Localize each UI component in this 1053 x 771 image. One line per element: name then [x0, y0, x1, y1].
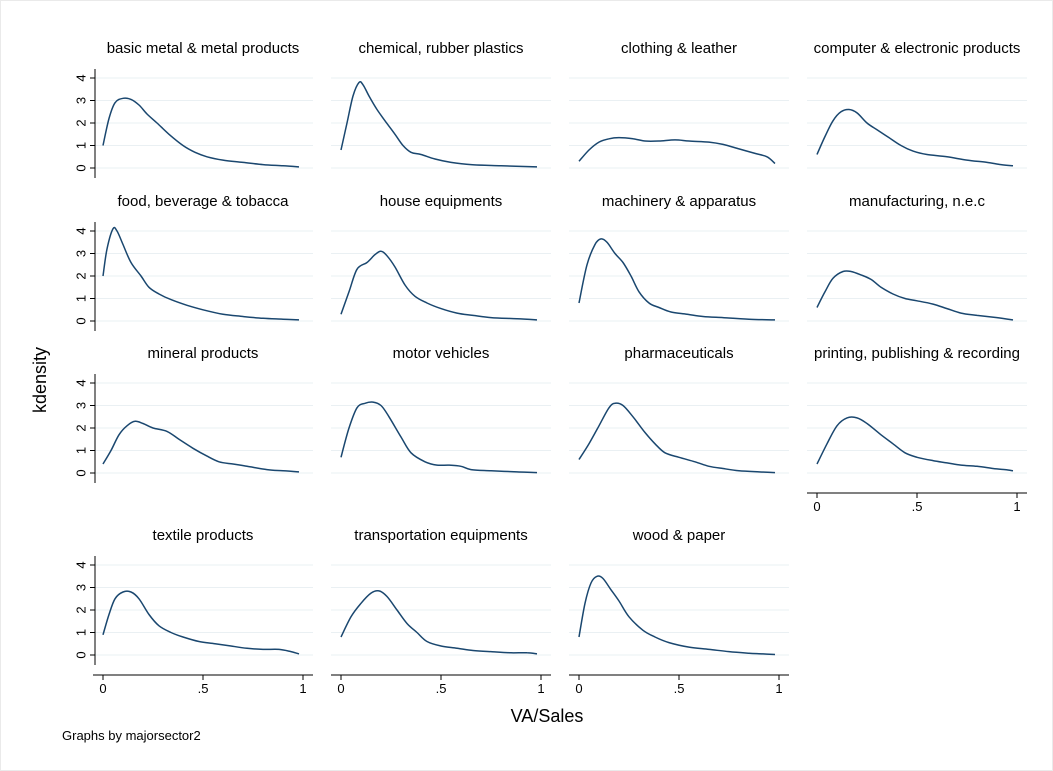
density-curve: [102, 590, 300, 655]
y-tick-label: 2: [73, 606, 88, 613]
density-curve: [102, 226, 300, 321]
density-curve: [578, 238, 776, 321]
y-tick-label: 3: [73, 584, 88, 591]
y-tick-label: 0: [73, 651, 88, 658]
y-tick-label: 2: [73, 119, 88, 126]
panel-title: clothing & leather: [621, 40, 737, 57]
density-curve: [102, 420, 300, 473]
panel-title: mineral products: [148, 345, 259, 362]
density-curve: [340, 589, 538, 655]
density-curve: [578, 402, 776, 474]
y-tick-label: 2: [73, 272, 88, 279]
y-tick-label: 4: [73, 561, 88, 568]
y-tick-label: 0: [73, 469, 88, 476]
y-tick-label: 3: [73, 250, 88, 257]
panel-12: textile products 0 1 2 3 4 0 .5 1: [73, 527, 313, 696]
y-tick-label: 4: [73, 379, 88, 386]
panel-1: chemical, rubber plastics: [331, 40, 551, 169]
panel-11: printing, publishing & recording 0 .5 1: [807, 345, 1027, 514]
panel-5: house equipments: [331, 193, 551, 322]
panel-title: basic metal & metal products: [107, 40, 300, 57]
panel-title: transportation equipments: [354, 527, 527, 544]
density-curve: [816, 416, 1014, 472]
panel-title: textile products: [153, 527, 254, 544]
y-tick-label: 1: [73, 447, 88, 454]
panel-0: basic metal & metal products 0 1 2 3 4: [73, 40, 313, 178]
y-tick-label: 3: [73, 97, 88, 104]
panel-3: computer & electronic products: [807, 40, 1027, 169]
density-curve: [578, 136, 776, 165]
panel-14: wood & paper 0 .5 1: [569, 527, 789, 696]
density-curve: [340, 80, 538, 168]
panel-title: computer & electronic products: [814, 40, 1021, 57]
panel-title: house equipments: [380, 193, 503, 210]
density-curve: [816, 270, 1014, 321]
y-tick-label: 3: [73, 402, 88, 409]
panel-6: machinery & apparatus: [569, 193, 789, 322]
density-curve: [340, 401, 538, 474]
panel-title: motor vehicles: [393, 345, 490, 362]
y-tick-label: 1: [73, 295, 88, 302]
x-axis-title: VA/Sales: [511, 706, 584, 726]
density-curve: [102, 97, 300, 168]
y-tick-label: 2: [73, 424, 88, 431]
y-tick-label: 4: [73, 227, 88, 234]
x-tick-label: 1: [775, 681, 782, 696]
x-tick-label: .5: [674, 681, 685, 696]
panel-2: clothing & leather: [569, 40, 789, 169]
panel-4: food, beverage & tobacca 0 1 2 3 4: [73, 193, 313, 331]
x-tick-label: 0: [575, 681, 582, 696]
x-tick-label: 0: [99, 681, 106, 696]
panel-title: wood & paper: [632, 527, 726, 544]
graphs-by-note: Graphs by majorsector2: [62, 728, 201, 743]
y-axis-title: kdensity: [30, 347, 50, 413]
panel-8: mineral products 0 1 2 3 4: [73, 345, 313, 483]
panel-10: pharmaceuticals: [569, 345, 789, 474]
panel-title: printing, publishing & recording: [814, 345, 1020, 362]
panel-13: transportation equipments 0 .5 1: [331, 527, 551, 696]
y-tick-label: 0: [73, 164, 88, 171]
x-tick-label: .5: [198, 681, 209, 696]
x-tick-label: .5: [436, 681, 447, 696]
density-curve: [578, 575, 776, 656]
panel-9: motor vehicles: [331, 345, 551, 474]
panel-title: machinery & apparatus: [602, 193, 756, 210]
panel-7: manufacturing, n.e.c: [807, 193, 1027, 322]
y-tick-label: 1: [73, 142, 88, 149]
panel-title: chemical, rubber plastics: [358, 40, 523, 57]
panel-title: food, beverage & tobacca: [118, 193, 290, 210]
panel-title: manufacturing, n.e.c: [849, 193, 985, 210]
x-tick-label: 0: [813, 499, 820, 514]
y-tick-label: 0: [73, 317, 88, 324]
density-curve: [340, 250, 538, 321]
x-tick-label: 1: [537, 681, 544, 696]
y-tick-label: 1: [73, 629, 88, 636]
x-tick-label: 1: [299, 681, 306, 696]
density-curve: [816, 108, 1014, 167]
x-tick-label: 1: [1013, 499, 1020, 514]
y-tick-label: 4: [73, 74, 88, 81]
panel-title: pharmaceuticals: [624, 345, 733, 362]
x-tick-label: 0: [337, 681, 344, 696]
x-tick-label: .5: [912, 499, 923, 514]
